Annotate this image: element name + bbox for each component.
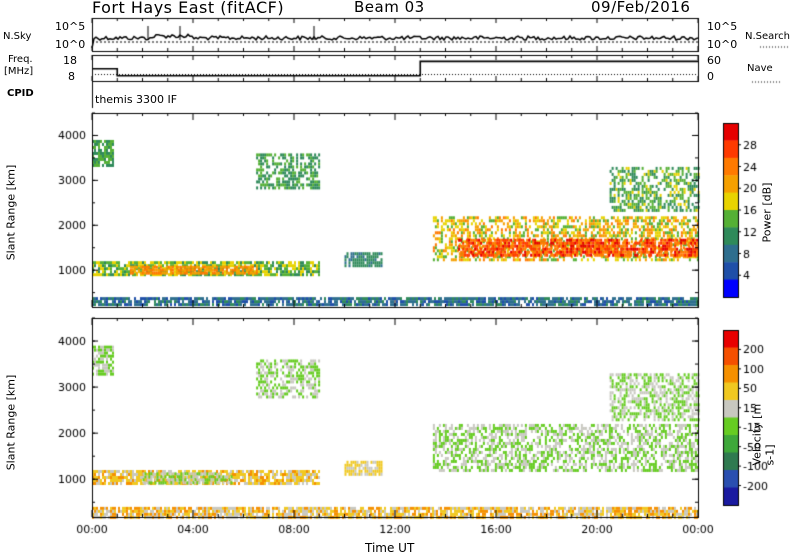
noise-tick-top-left: 10^5 xyxy=(55,20,86,33)
beam-label: Beam 03 xyxy=(354,0,425,16)
nave-tick-bottom: 0 xyxy=(707,70,714,83)
nave-tick-top: 60 xyxy=(707,54,721,67)
power-colorbar-label: Power [dB] xyxy=(760,182,774,243)
nsearch-label: N.Search xyxy=(745,31,791,42)
noise-tick-bottom-left: 10^0 xyxy=(55,38,86,51)
x-axis-label: Time UT xyxy=(365,541,415,555)
velocity-colorbar-label: Velocity [m s-1] xyxy=(750,403,777,466)
freq-tick-top: 18 xyxy=(63,54,77,67)
site-title: Fort Hays East (fitACF) xyxy=(92,0,285,17)
velocity-y-axis-label: Slant Range [km] xyxy=(4,374,18,471)
freq-unit: [MHz] xyxy=(4,66,34,77)
noise-tick-top-right: 10^5 xyxy=(707,20,738,33)
power-y-axis-label: Slant Range [km] xyxy=(4,164,18,261)
cpid-label: CPID xyxy=(7,88,34,99)
noise-tick-bottom-right: 10^0 xyxy=(707,38,738,51)
freq-label: Freq. xyxy=(8,54,33,65)
freq-tick-bottom: 8 xyxy=(68,70,75,83)
date-label: 09/Feb/2016 xyxy=(591,0,691,16)
nsky-label: N.Sky xyxy=(3,31,32,42)
cpid-text: themis 3300 IF xyxy=(95,93,178,106)
nave-label: Nave xyxy=(747,63,773,74)
